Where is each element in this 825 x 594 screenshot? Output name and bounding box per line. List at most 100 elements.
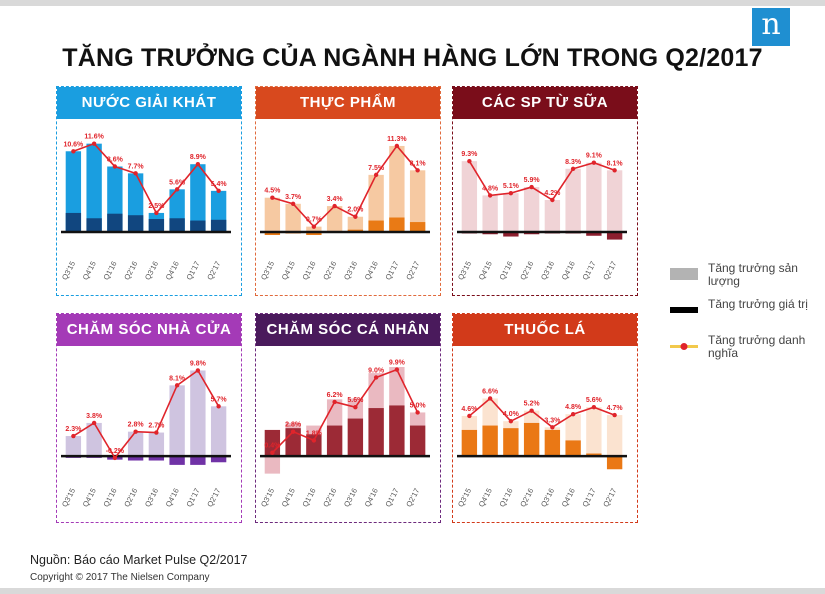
nominal-point bbox=[133, 429, 138, 434]
data-label: 4.8% bbox=[565, 404, 582, 411]
nielsen-logo: n bbox=[752, 8, 790, 46]
nominal-point bbox=[467, 413, 472, 419]
nominal-point bbox=[154, 210, 159, 216]
chart-plot: 0.4%2.8%1.8%6.2%5.6%9.0%9.9%5.0%Q3'15 Q4'… bbox=[259, 360, 430, 508]
data-label: 8.1% bbox=[607, 160, 624, 167]
x-tick-label: Q1'17 bbox=[184, 487, 201, 509]
nominal-point bbox=[332, 399, 337, 405]
volume-bar bbox=[368, 220, 384, 232]
data-label: 5.4% bbox=[211, 181, 228, 188]
data-label: 5.6% bbox=[169, 179, 186, 186]
data-label: 4.6% bbox=[461, 406, 478, 413]
data-label: 5.6% bbox=[586, 397, 603, 404]
data-label: 3.3% bbox=[544, 417, 561, 424]
volume-bar bbox=[65, 212, 82, 232]
value-bar bbox=[368, 174, 384, 232]
nominal-point bbox=[71, 433, 76, 439]
data-label: 5.1% bbox=[503, 183, 520, 190]
data-label: 1.8% bbox=[306, 430, 323, 437]
data-label: 2.5% bbox=[148, 203, 165, 210]
data-label: 8.6% bbox=[107, 156, 124, 163]
data-label: 6.2% bbox=[327, 392, 344, 399]
nominal-point bbox=[353, 214, 358, 219]
data-label: 8.9% bbox=[190, 154, 207, 161]
x-tick-label: Q3'16 bbox=[143, 487, 160, 509]
data-label: 0.7% bbox=[306, 217, 323, 224]
nominal-point bbox=[373, 172, 379, 178]
x-tick-label: Q3'16 bbox=[539, 260, 556, 282]
value-bar bbox=[169, 385, 185, 457]
nominal-point bbox=[290, 201, 296, 206]
value-bar bbox=[65, 436, 82, 457]
x-tick-label: Q4'16 bbox=[560, 260, 577, 282]
data-label: 7.5% bbox=[368, 165, 385, 172]
value-bar bbox=[606, 415, 623, 457]
value-bar bbox=[190, 370, 206, 457]
volume-bar bbox=[523, 422, 540, 457]
value-bar bbox=[86, 422, 102, 457]
nominal-point bbox=[270, 195, 275, 200]
chart-plot: 4.6%6.6%4.0%5.2%3.3%4.8%5.6%4.7%Q3'15 Q4'… bbox=[456, 388, 627, 509]
data-label: 2.7% bbox=[148, 423, 165, 430]
data-label: 2.0% bbox=[347, 207, 364, 214]
chart-panel: THỰC PHẨM 4.5% 3.7% 0.7% 3.4% 2.0% 7.5% 11.3% 8.… bbox=[255, 86, 441, 296]
nominal-series-line bbox=[272, 144, 419, 228]
x-tick-label: Q1'16 bbox=[497, 260, 514, 282]
nominal-point bbox=[415, 410, 420, 415]
volume-bar bbox=[368, 408, 384, 457]
chart-title: CHĂM SÓC NHÀ CỬA bbox=[57, 314, 241, 346]
volume-swatch-icon bbox=[670, 268, 698, 280]
nominal-point bbox=[467, 158, 472, 164]
value-bar bbox=[586, 162, 602, 232]
data-label: 11.3% bbox=[387, 136, 407, 143]
x-tick-label: Q2'17 bbox=[205, 260, 222, 282]
nominal-marker-swatch-icon bbox=[670, 343, 698, 350]
x-tick-label: Q2'17 bbox=[601, 260, 618, 282]
volume-bar bbox=[127, 456, 144, 461]
x-tick-label: Q3'16 bbox=[143, 260, 160, 282]
legend: Tăng trưởng sản lượng Tăng trưởng giá tr… bbox=[670, 262, 820, 370]
data-label: 4.2% bbox=[544, 190, 561, 197]
value-bar bbox=[65, 151, 82, 232]
volume-bar bbox=[606, 231, 623, 240]
x-tick-label: Q4'16 bbox=[164, 487, 181, 509]
legend-item-value: Tăng trưởng giá trị bbox=[670, 298, 820, 332]
x-tick-label: Q3'16 bbox=[342, 260, 359, 282]
x-tick-label: Q1'17 bbox=[580, 487, 597, 509]
nominal-series-line bbox=[72, 369, 220, 460]
data-label: 5.7% bbox=[211, 396, 228, 403]
value-bar bbox=[544, 199, 561, 232]
data-label: 5.6% bbox=[347, 397, 364, 404]
volume-bar bbox=[127, 215, 144, 232]
x-tick-label: Q3'15 bbox=[60, 260, 77, 282]
x-tick-label: Q1'17 bbox=[383, 260, 400, 282]
page-title: TĂNG TRƯỞNG CỦA NGÀNH HÀNG LỚN TRONG Q2/… bbox=[62, 44, 763, 72]
nominal-point bbox=[550, 425, 555, 430]
top-bar bbox=[0, 0, 825, 6]
x-tick-label: Q2'16 bbox=[321, 260, 338, 282]
volume-bar bbox=[306, 434, 322, 457]
data-label: 9.3% bbox=[461, 151, 478, 158]
value-bar bbox=[148, 432, 165, 457]
data-label: 4.7% bbox=[607, 405, 624, 412]
nominal-point bbox=[550, 197, 555, 203]
nominal-point bbox=[591, 160, 597, 165]
volume-bar bbox=[190, 220, 206, 232]
x-tick-label: Q4'15 bbox=[81, 487, 98, 509]
chart-title: THỰC PHẨM bbox=[256, 87, 440, 119]
x-tick-label: Q2'17 bbox=[601, 487, 618, 509]
data-label: 9.8% bbox=[190, 360, 207, 367]
data-label: 2.8% bbox=[128, 422, 145, 429]
data-label: 4.8% bbox=[482, 185, 499, 192]
data-label: 6.6% bbox=[482, 388, 499, 395]
data-label: 7.7% bbox=[128, 163, 145, 170]
x-tick-label: Q2'16 bbox=[122, 260, 139, 282]
value-bar bbox=[565, 168, 581, 232]
x-tick-label: Q3'15 bbox=[456, 487, 473, 509]
nominal-point bbox=[195, 162, 201, 167]
value-bar bbox=[523, 187, 540, 232]
value-bar bbox=[127, 431, 144, 457]
nominal-point bbox=[612, 168, 617, 173]
chart-panel: CHĂM SÓC CÁ NHÂN 0.4% 2.8% 1.8% 6.2% 5.6% 9.0%… bbox=[255, 313, 441, 523]
chart-plot: 4.5%3.7%0.7%3.4%2.0%7.5%11.3%8.1%Q3'15 Q4… bbox=[259, 136, 430, 282]
